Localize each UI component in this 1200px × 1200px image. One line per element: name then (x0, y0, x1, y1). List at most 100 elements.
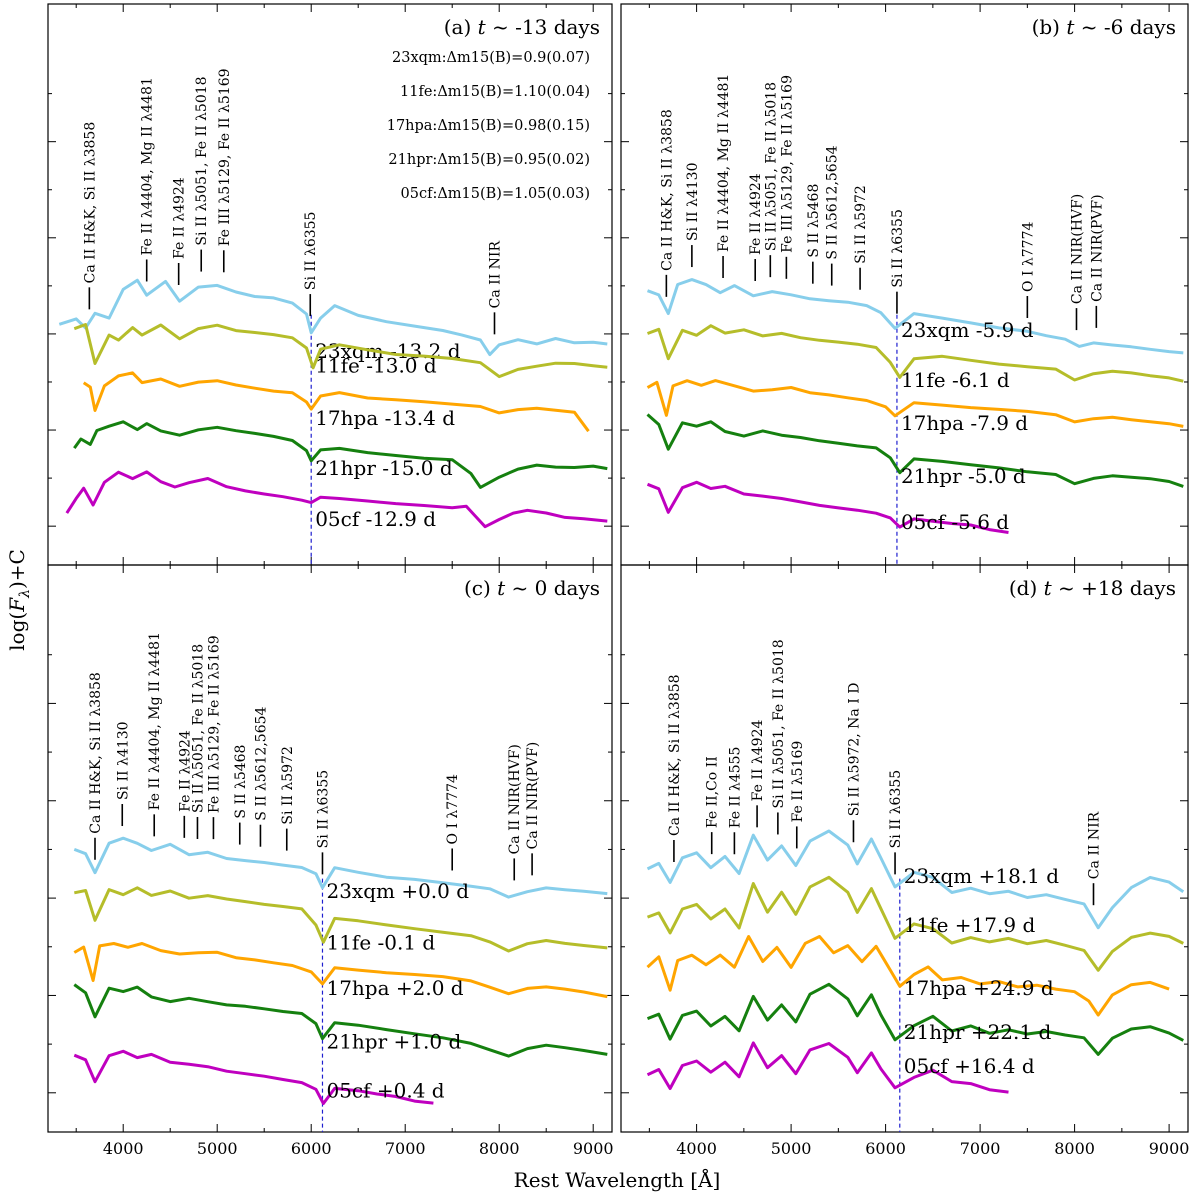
spectrum-label-17hpa: 17hpa +2.0 d (326, 976, 463, 1000)
feature-label: Ca II NIR(HVF) (1069, 194, 1085, 304)
x-tick-label: 5000 (197, 1139, 238, 1158)
spectrum-21hpr (73, 420, 608, 489)
feature-label: Fe II λ4555 (727, 747, 743, 829)
feature-label: Si II λ5972 (853, 185, 869, 264)
dm15-note: 23xqm:Δm15(B)=0.9(0.07) (392, 50, 590, 66)
spectrum-label-05cf: 05cf -5.6 d (901, 510, 1009, 534)
feature-label: Fe II λ4924 (172, 177, 188, 259)
y-axis-title: log(Fλ)+C (5, 549, 33, 651)
feature-label: Si II λ5051, Fe II λ5018 (763, 82, 779, 251)
feature-label: Si II λ6355 (315, 770, 331, 849)
x-tick-label: 6000 (865, 1139, 906, 1158)
feature-label: Fe II λ4404, Mg II λ4481 (147, 632, 163, 810)
feature-label: Si II λ5972, Na I D (846, 683, 862, 817)
spectrum-05cf (646, 480, 1009, 534)
x-tick-label: 8000 (1054, 1139, 1095, 1158)
spectrum-17hpa (646, 379, 1184, 428)
spectrum-label-23xqm: 23xqm +0.0 d (326, 879, 469, 903)
spectrum-21hpr (73, 983, 608, 1058)
feature-label: Si II λ6355 (888, 770, 904, 849)
x-tick-label: 8000 (479, 1139, 520, 1158)
feature-label: S II λ5468 (233, 745, 249, 819)
feature-label: Si II λ6355 (890, 209, 906, 288)
spectrum-label-21hpr: 21hpr +1.0 d (326, 1030, 461, 1054)
spectrum-label-21hpr: 21hpr +22.1 d (904, 1020, 1052, 1044)
feature-label: Ca II NIR(HVF) (507, 744, 523, 854)
spectrum-23xqm (646, 278, 1184, 355)
feature-label: Ca II NIR(PVF) (1089, 194, 1105, 302)
feature-label: Fe II λ5169 (790, 741, 806, 823)
spectrum-label-11fe: 11fe +17.9 d (904, 913, 1036, 937)
x-tick-label: 9000 (1149, 1139, 1190, 1158)
feature-label: Fe III λ5129, Fe II λ5169 (206, 635, 222, 813)
panel-title: (b) t ~ -6 days (1032, 15, 1176, 39)
feature-label: Ca II NIR(PVF) (525, 742, 541, 850)
feature-label: Fe II,Co II (705, 756, 721, 828)
spectrum-05cf (65, 470, 608, 529)
x-tick-label: 5000 (771, 1139, 812, 1158)
spectrum-label-17hpa: 17hpa -7.9 d (901, 411, 1028, 435)
spectrum-label-05cf: 05cf +0.4 d (326, 1078, 444, 1102)
spectrum-label-05cf: 05cf -12.9 d (315, 507, 436, 531)
x-tick-label: 9000 (573, 1139, 614, 1158)
panel-c: 4000 5000 6000 7000 8000 9000 23xqm +0.0 d 11fe… (47, 564, 614, 1158)
feature-label: Si II λ5051, Fe II λ5018 (771, 639, 787, 808)
x-tick-label: 4000 (103, 1139, 144, 1158)
feature-label: Fe III λ5129, Fe II λ5169 (779, 75, 795, 253)
feature-label: Si II λ4130 (685, 163, 701, 242)
x-tick-label: 7000 (385, 1139, 426, 1158)
feature-label: S II λ5612,5654 (825, 145, 841, 259)
spectrum-label-23xqm: 23xqm +18.1 d (904, 864, 1060, 888)
spectrum-11fe (73, 323, 608, 379)
feature-label: Fe II λ4924 (177, 730, 193, 812)
feature-label: Fe II λ4924 (748, 173, 764, 255)
feature-label: Si II λ5051, Fe II λ5018 (190, 644, 206, 813)
feature-label: Fe II λ4924 (750, 720, 766, 802)
spectrum-17hpa (646, 935, 1170, 1017)
spectrum-17hpa (73, 942, 608, 999)
dm15-note: 17hpa:Δm15(B)=0.98(0.15) (387, 118, 590, 134)
panel-title: (a) t ~ -13 days (444, 15, 600, 39)
feature-label: Ca II H&K, Si II λ3858 (82, 122, 98, 284)
spectrum-21hpr (646, 413, 1184, 488)
feature-label: O I λ7774 (1020, 221, 1036, 292)
panel-d: 4000 5000 6000 7000 8000 9000 23xqm +18.1 d 11f… (620, 564, 1190, 1158)
feature-label: Si II λ6355 (303, 212, 319, 291)
spectrum-label-11fe: 11fe -13.0 d (315, 353, 437, 377)
spectrum-label-11fe: 11fe -6.1 d (901, 368, 1010, 392)
spectrum-label-17hpa: 17hpa +24.9 d (904, 976, 1054, 1000)
x-tick-label: 6000 (291, 1139, 332, 1158)
spectrum-05cf (646, 1041, 1009, 1094)
feature-label: Si II λ5972 (280, 746, 296, 825)
feature-label: Fe II λ4404, Mg II λ4481 (716, 74, 732, 252)
panel-title: (c) t ~ 0 days (464, 576, 600, 600)
spectrum-05cf (73, 1049, 434, 1105)
feature-label: S II λ5468 (806, 184, 822, 258)
spectrum-23xqm (646, 829, 1185, 930)
spectrum-label-21hpr: 21hpr -5.0 d (901, 464, 1026, 488)
feature-label: Fe III λ5129, Fe II λ5169 (217, 68, 233, 246)
x-tick-label: 7000 (960, 1139, 1001, 1158)
spectrum-label-05cf: 05cf +16.4 d (904, 1054, 1035, 1078)
feature-label: Ca II H&K, Si II λ3858 (667, 674, 683, 836)
spectrum-11fe (74, 886, 608, 953)
x-tick-label: 4000 (676, 1139, 717, 1158)
spectrum-11fe (646, 875, 1184, 972)
x-axis-title: Rest Wavelength [Å] (514, 1167, 721, 1192)
feature-label: Ca II NIR (1087, 811, 1103, 879)
panel-frame (47, 564, 613, 1133)
feature-label: Ca II H&K, Si II λ3858 (659, 109, 675, 271)
spectrum-23xqm (73, 836, 608, 899)
feature-label: Si II λ5051, Fe II λ5018 (194, 76, 210, 245)
spectrum-label-11fe: 11fe -0.1 d (326, 930, 435, 954)
dm15-note: 05cf:Δm15(B)=1.05(0.03) (401, 186, 591, 202)
spectrum-11fe (646, 324, 1184, 383)
dm15-note: 21hpr:Δm15(B)=0.95(0.02) (388, 152, 590, 168)
feature-label: O I λ7774 (445, 774, 461, 845)
spectrum-label-21hpr: 21hpr -15.0 d (315, 456, 453, 480)
spectrum-label-23xqm: 23xqm -5.9 d (901, 318, 1034, 342)
panel-b: 23xqm -5.9 d 11fe -6.1 d 17hpa -7.9 d 21hpr… (620, 3, 1189, 566)
feature-label: Ca II NIR (488, 241, 504, 309)
